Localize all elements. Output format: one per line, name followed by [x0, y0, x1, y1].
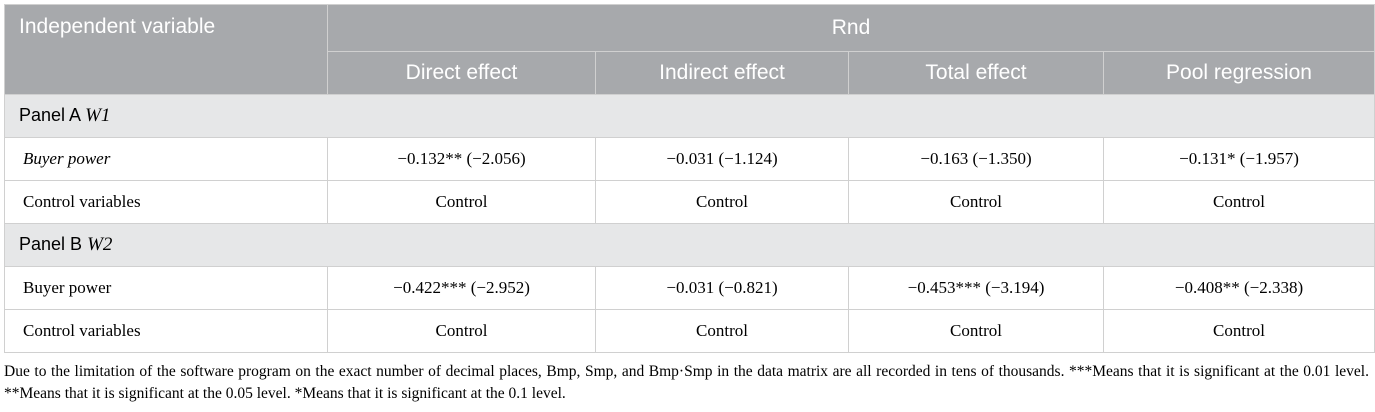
cell: Control: [1102, 309, 1375, 353]
header-row: Independent variable Rnd: [4, 4, 1375, 95]
data-row: Control variables Control Control Control Co…: [4, 180, 1375, 224]
cell: Control: [1102, 180, 1375, 224]
cell: Control: [327, 180, 596, 224]
data-row: Buyer power −0.422*** (−2.952) −0.031 (−0.…: [4, 266, 1375, 310]
cell: −0.131* (−1.957): [1102, 137, 1375, 181]
data-row: Control variables Control Control Control Co…: [4, 309, 1375, 353]
panel-label: Panel B: [19, 234, 83, 254]
header-cell: Independent variable: [4, 4, 328, 95]
cell: −0.031 (−0.821): [595, 266, 849, 310]
panel-row: Panel A W1: [3, 94, 1375, 138]
cell: −0.422*** (−2.952): [327, 266, 596, 310]
page: Independent variable Rnd Direct effect In…: [0, 4, 1375, 412]
cell: −0.408** (−2.338): [1102, 266, 1375, 310]
cell: −0.453*** (−3.194): [848, 266, 1104, 310]
cell: −0.031 (−1.124): [595, 137, 849, 181]
cell: −0.163 (−1.350): [848, 137, 1104, 181]
row-label: Buyer power: [4, 266, 328, 310]
cell: Control: [848, 180, 1104, 224]
panel-row: Panel B W2: [3, 223, 1375, 267]
panel-weight: W2: [87, 234, 113, 255]
row-label: Control variables: [4, 180, 328, 224]
column-header: Total effect: [848, 51, 1104, 95]
column-header: Pool regression: [1102, 51, 1375, 95]
cell: Control: [848, 309, 1104, 353]
footnote: Due to the limitation of the software pr…: [4, 363, 1369, 402]
cell: Control: [327, 309, 596, 353]
data-row: Buyer power −0.132** (−2.056) −0.031 (−1.1…: [4, 137, 1375, 181]
header-row: Direct effect Indirect effect Total effect…: [5, 51, 1375, 95]
column-header: Direct effect: [327, 51, 596, 95]
panel-weight: W1: [85, 105, 111, 126]
results-table: Independent variable Rnd Direct effect In…: [3, 4, 1375, 353]
group-header: Rnd: [326, 4, 1375, 52]
cell: Control: [595, 180, 849, 224]
panel-cell: Panel A W1: [3, 94, 1375, 138]
row-label: Control variables: [4, 309, 328, 353]
column-header: Indirect effect: [595, 51, 849, 95]
cell: −0.132** (−2.056): [327, 137, 596, 181]
panel-label: Panel A: [19, 105, 81, 125]
cell: Control: [595, 309, 849, 353]
row-label: Buyer power: [4, 137, 328, 181]
panel-cell: Panel B W2: [3, 223, 1375, 267]
table-body: Independent variable Rnd Direct effect In…: [3, 4, 1375, 353]
